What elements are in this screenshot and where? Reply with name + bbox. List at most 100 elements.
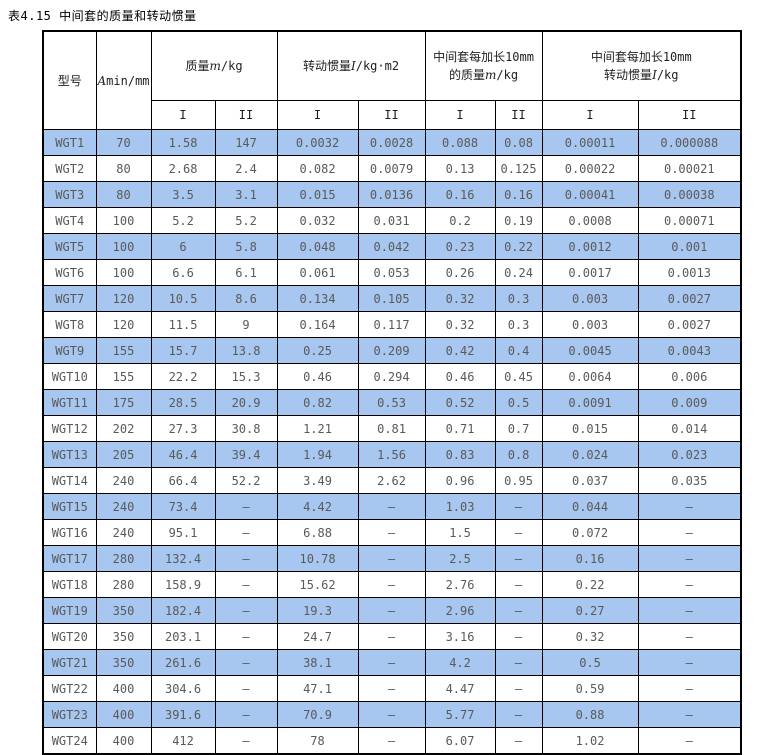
value-cell: 350	[95, 597, 152, 624]
value-cell: 4.47	[424, 675, 496, 702]
value-cell: 304.6	[150, 675, 216, 702]
value-cell: 0.32	[541, 623, 639, 650]
value-cell: 0.81	[357, 415, 426, 442]
ext-mass-symbol: m	[485, 68, 497, 82]
table-row: WGT18 280 158.9–15.62–2.76–0.22–	[42, 571, 742, 598]
value-cell: 0.003	[541, 285, 639, 312]
value-cell: 0.0027	[637, 285, 742, 312]
value-cell: 0.001	[637, 233, 742, 260]
value-cell: 0.95	[494, 467, 543, 494]
mass-inertia-table: 型号 Amin/mm 质量m/kg 转动惯量I/kg·m2 中间套每加长10mm…	[42, 30, 743, 755]
value-cell: 80	[95, 155, 152, 182]
value-cell: 0.003	[541, 311, 639, 338]
ext-inertia-line1: 中间套每加长10mm	[590, 50, 692, 64]
header-model: 型号	[42, 30, 97, 130]
value-cell: 0.83	[424, 441, 496, 468]
model-cell: WGT17	[42, 545, 97, 572]
model-cell: WGT11	[42, 389, 97, 416]
model-cell: WGT6	[42, 259, 97, 286]
value-cell: –	[637, 675, 742, 702]
value-cell: 0.014	[637, 415, 742, 442]
value-cell: 15.3	[214, 363, 278, 390]
value-cell: 0.0043	[637, 337, 742, 364]
value-cell: 47.1	[276, 675, 359, 702]
table-row: WGT22 400 304.6–47.1–4.47–0.59–	[42, 675, 742, 702]
value-cell: –	[494, 597, 543, 624]
value-cell: 0.08	[494, 129, 543, 156]
value-cell: 203.1	[150, 623, 216, 650]
value-cell: 0.048	[276, 233, 359, 260]
value-cell: 0.134	[276, 285, 359, 312]
value-cell: 350	[95, 649, 152, 676]
model-cell: WGT8	[42, 311, 97, 338]
value-cell: 100	[95, 207, 152, 234]
value-cell: 0.46	[424, 363, 496, 390]
value-cell: 0.00011	[541, 129, 639, 156]
value-cell: 205	[95, 441, 152, 468]
model-cell: WGT20	[42, 623, 97, 650]
value-cell: 0.023	[637, 441, 742, 468]
value-cell: –	[357, 701, 426, 728]
model-cell: WGT2	[42, 155, 97, 182]
value-cell: 350	[95, 623, 152, 650]
value-cell: 28.5	[150, 389, 216, 416]
value-cell: –	[637, 545, 742, 572]
value-cell: 120	[95, 311, 152, 338]
value-cell: 0.0013	[637, 259, 742, 286]
value-cell: 0.0091	[541, 389, 639, 416]
model-cell: WGT4	[42, 207, 97, 234]
value-cell: 27.3	[150, 415, 216, 442]
value-cell: 0.037	[541, 467, 639, 494]
ext-inertia-symbol: I	[652, 68, 657, 82]
value-cell: 2.4	[214, 155, 278, 182]
model-cell: WGT12	[42, 415, 97, 442]
value-cell: 1.02	[541, 727, 639, 755]
value-cell: 280	[95, 571, 152, 598]
value-cell: 0.082	[276, 155, 359, 182]
value-cell: 0.3	[494, 311, 543, 338]
value-cell: 0.0079	[357, 155, 426, 182]
table-row: WGT2 80 2.68 2.4 0.082 0.0079 0.13 0.125 0.00022…	[42, 155, 742, 182]
value-cell: 3.1	[214, 181, 278, 208]
value-cell: 0.00021	[637, 155, 742, 182]
value-cell: 66.4	[150, 467, 216, 494]
value-cell: 19.3	[276, 597, 359, 624]
value-cell: 0.031	[357, 207, 426, 234]
value-cell: 5.8	[214, 233, 278, 260]
value-cell: 0.0008	[541, 207, 639, 234]
value-cell: 0.105	[357, 285, 426, 312]
length-symbol: A	[97, 73, 107, 88]
subheader-mass-2: II	[214, 100, 278, 130]
page-title: 表4.15 中间套的质量和转动惯量	[8, 9, 197, 23]
value-cell: 0.0136	[357, 181, 426, 208]
model-cell: WGT10	[42, 363, 97, 390]
table-row: WGT9 155 15.7 13.8 0.25 0.209 0.42 0.4 0.0045 0.0…	[42, 337, 742, 364]
value-cell: 0.32	[424, 311, 496, 338]
value-cell: 240	[95, 493, 152, 520]
value-cell: 0.3	[494, 285, 543, 312]
value-cell: 0.035	[637, 467, 742, 494]
value-cell: 0.46	[276, 363, 359, 390]
value-cell: 0.088	[424, 129, 496, 156]
model-cell: WGT23	[42, 701, 97, 728]
subheader-ext-inertia-1: I	[541, 100, 639, 130]
value-cell: 6.88	[276, 519, 359, 546]
model-cell: WGT18	[42, 571, 97, 598]
value-cell: –	[357, 571, 426, 598]
table-row: WGT23 400 391.6–70.9–5.77–0.88–	[42, 701, 742, 728]
value-cell: 0.024	[541, 441, 639, 468]
value-cell: 0.209	[357, 337, 426, 364]
value-cell: 0.0064	[541, 363, 639, 390]
value-cell: 1.56	[357, 441, 426, 468]
table-row: WGT20 350 203.1–24.7–3.16–0.32–	[42, 623, 742, 650]
value-cell: 2.96	[424, 597, 496, 624]
value-cell: 0.45	[494, 363, 543, 390]
value-cell: –	[637, 571, 742, 598]
model-cell: WGT7	[42, 285, 97, 312]
value-cell: 24.7	[276, 623, 359, 650]
ext-inertia-unit: /kg	[656, 68, 679, 82]
ext-mass-unit: /kg	[496, 68, 519, 82]
value-cell: –	[357, 727, 426, 755]
value-cell: 3.49	[276, 467, 359, 494]
model-cell: WGT1	[42, 129, 97, 156]
